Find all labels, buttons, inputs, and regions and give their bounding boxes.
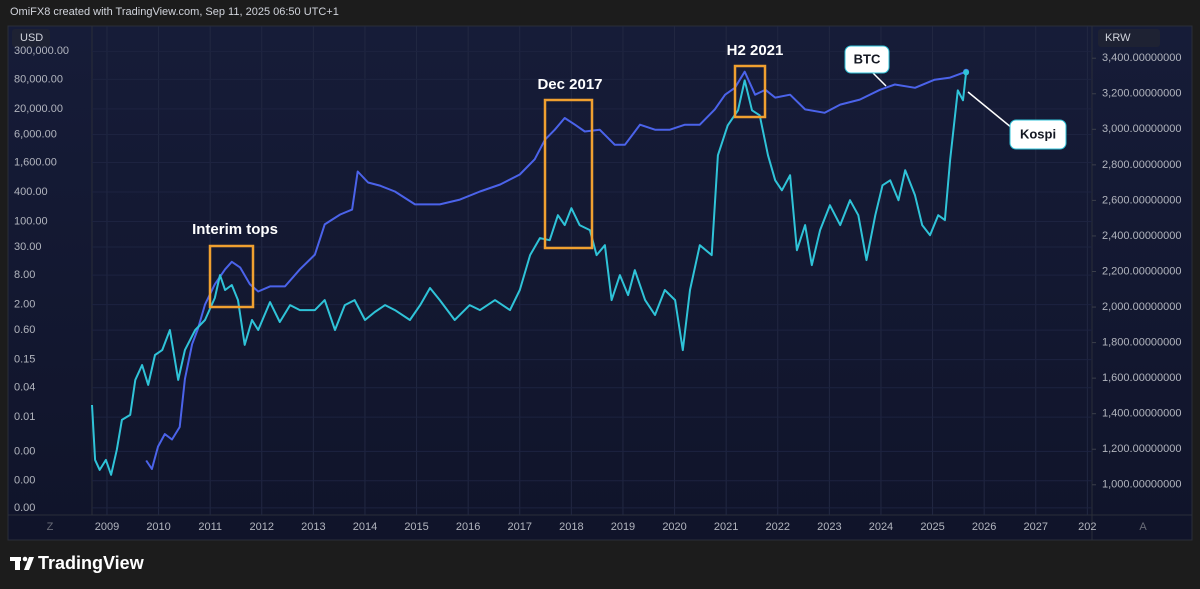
y-tick-label: 400.00: [14, 186, 48, 198]
x-tick-label: 2016: [456, 521, 480, 533]
x-tick-label: 202: [1078, 521, 1096, 533]
x-tick-label: 2010: [146, 521, 170, 533]
annotation: Interim tops: [192, 221, 278, 238]
series-line: [91, 72, 968, 476]
annotation: H2 2021: [727, 42, 784, 59]
y2-axis-label: KRW: [1105, 32, 1131, 44]
y2-tick-label: 3,400.00000000: [1102, 52, 1182, 64]
brand: TradingView: [38, 553, 145, 573]
y2-tick-label: 1,400.00000000: [1102, 408, 1182, 420]
legend-callout: [844, 45, 890, 74]
x-tick-label: 2009: [95, 521, 119, 533]
x-tick-label: 2020: [662, 521, 686, 533]
unit-badge: [12, 29, 50, 47]
series-end-dot: [963, 69, 970, 76]
pane: [7, 25, 1193, 541]
y-tick-label: 2.00: [14, 298, 35, 310]
legend-label: BTC: [854, 51, 881, 66]
y-tick-label: 300,000.00: [14, 45, 69, 57]
y-tick-label: 6,000.00: [14, 128, 57, 140]
y-axis-label: USD: [20, 32, 43, 44]
series-line: [145, 70, 967, 470]
y2-tick-label: 3,000.00000000: [1102, 123, 1182, 135]
y-tick-label: 0.15: [14, 354, 35, 366]
highlight-box: [208, 244, 255, 309]
x-tick-label: 2023: [817, 521, 841, 533]
legend-label: Kospi: [1020, 126, 1056, 141]
y2-tick-label: 2,200.00000000: [1102, 265, 1182, 277]
y-tick-label: 0.60: [14, 324, 35, 336]
x-tick-label: 2017: [508, 521, 532, 533]
x-tick-label: 2026: [972, 521, 996, 533]
y2-tick-label: 1,000.00000000: [1102, 479, 1182, 491]
y2-tick-label: 1,800.00000000: [1102, 337, 1182, 349]
brand-logo: [10, 556, 34, 570]
x-tick-label: 2012: [250, 521, 274, 533]
header: OmiFX8 created with TradingView.com, Sep…: [10, 6, 339, 18]
annotation: Dec 2017: [537, 76, 602, 93]
x-tick-label: 2018: [559, 521, 583, 533]
y2-tick-label: 1,200.00000000: [1102, 443, 1182, 455]
y2-tick-label: 1,600.00000000: [1102, 372, 1182, 384]
x-tick-label: 2014: [353, 521, 377, 533]
x-tick-label: 2027: [1024, 521, 1048, 533]
y-tick-label: 8.00: [14, 269, 35, 281]
x-tick-label: 2024: [869, 521, 893, 533]
y-tick-label: 30.00: [14, 241, 42, 253]
y-tick-label: 0.00: [14, 445, 35, 457]
y-tick-label: 100.00: [14, 215, 48, 227]
highlight-box: [543, 98, 594, 250]
y2-tick-label: 2,600.00000000: [1102, 194, 1182, 206]
scale-button[interactable]: A: [1139, 521, 1147, 533]
y-tick-label: 0.00: [14, 475, 35, 487]
scale-button[interactable]: Z: [47, 521, 54, 533]
unit-badge: [1098, 29, 1160, 47]
x-tick-label: 2011: [198, 521, 222, 533]
legend-callout: [1009, 119, 1067, 150]
y-tick-label: 0.01: [14, 411, 35, 423]
y2-tick-label: 2,800.00000000: [1102, 159, 1182, 171]
x-tick-label: 2021: [714, 521, 738, 533]
plot: [91, 68, 970, 476]
x-tick-label: 2019: [611, 521, 635, 533]
y-tick-label: 0.04: [14, 382, 35, 394]
y2-tick-label: 2,400.00000000: [1102, 230, 1182, 242]
x-tick-label: 2025: [920, 521, 944, 533]
y2-tick-label: 3,200.00000000: [1102, 88, 1182, 100]
highlight-box: [733, 64, 767, 119]
y-tick-label: 0.00: [14, 502, 35, 514]
y-tick-label: 20,000.00: [14, 103, 63, 115]
x-tick-label: 2015: [404, 521, 428, 533]
x-tick-label: 2013: [301, 521, 325, 533]
y2-tick-label: 2,000.00000000: [1102, 301, 1182, 313]
callout-pointer: [967, 91, 1013, 129]
y-tick-label: 1,600.00: [14, 156, 57, 168]
y-tick-label: 80,000.00: [14, 73, 63, 85]
x-tick-label: 2022: [766, 521, 790, 533]
callout-pointer: [871, 71, 887, 87]
